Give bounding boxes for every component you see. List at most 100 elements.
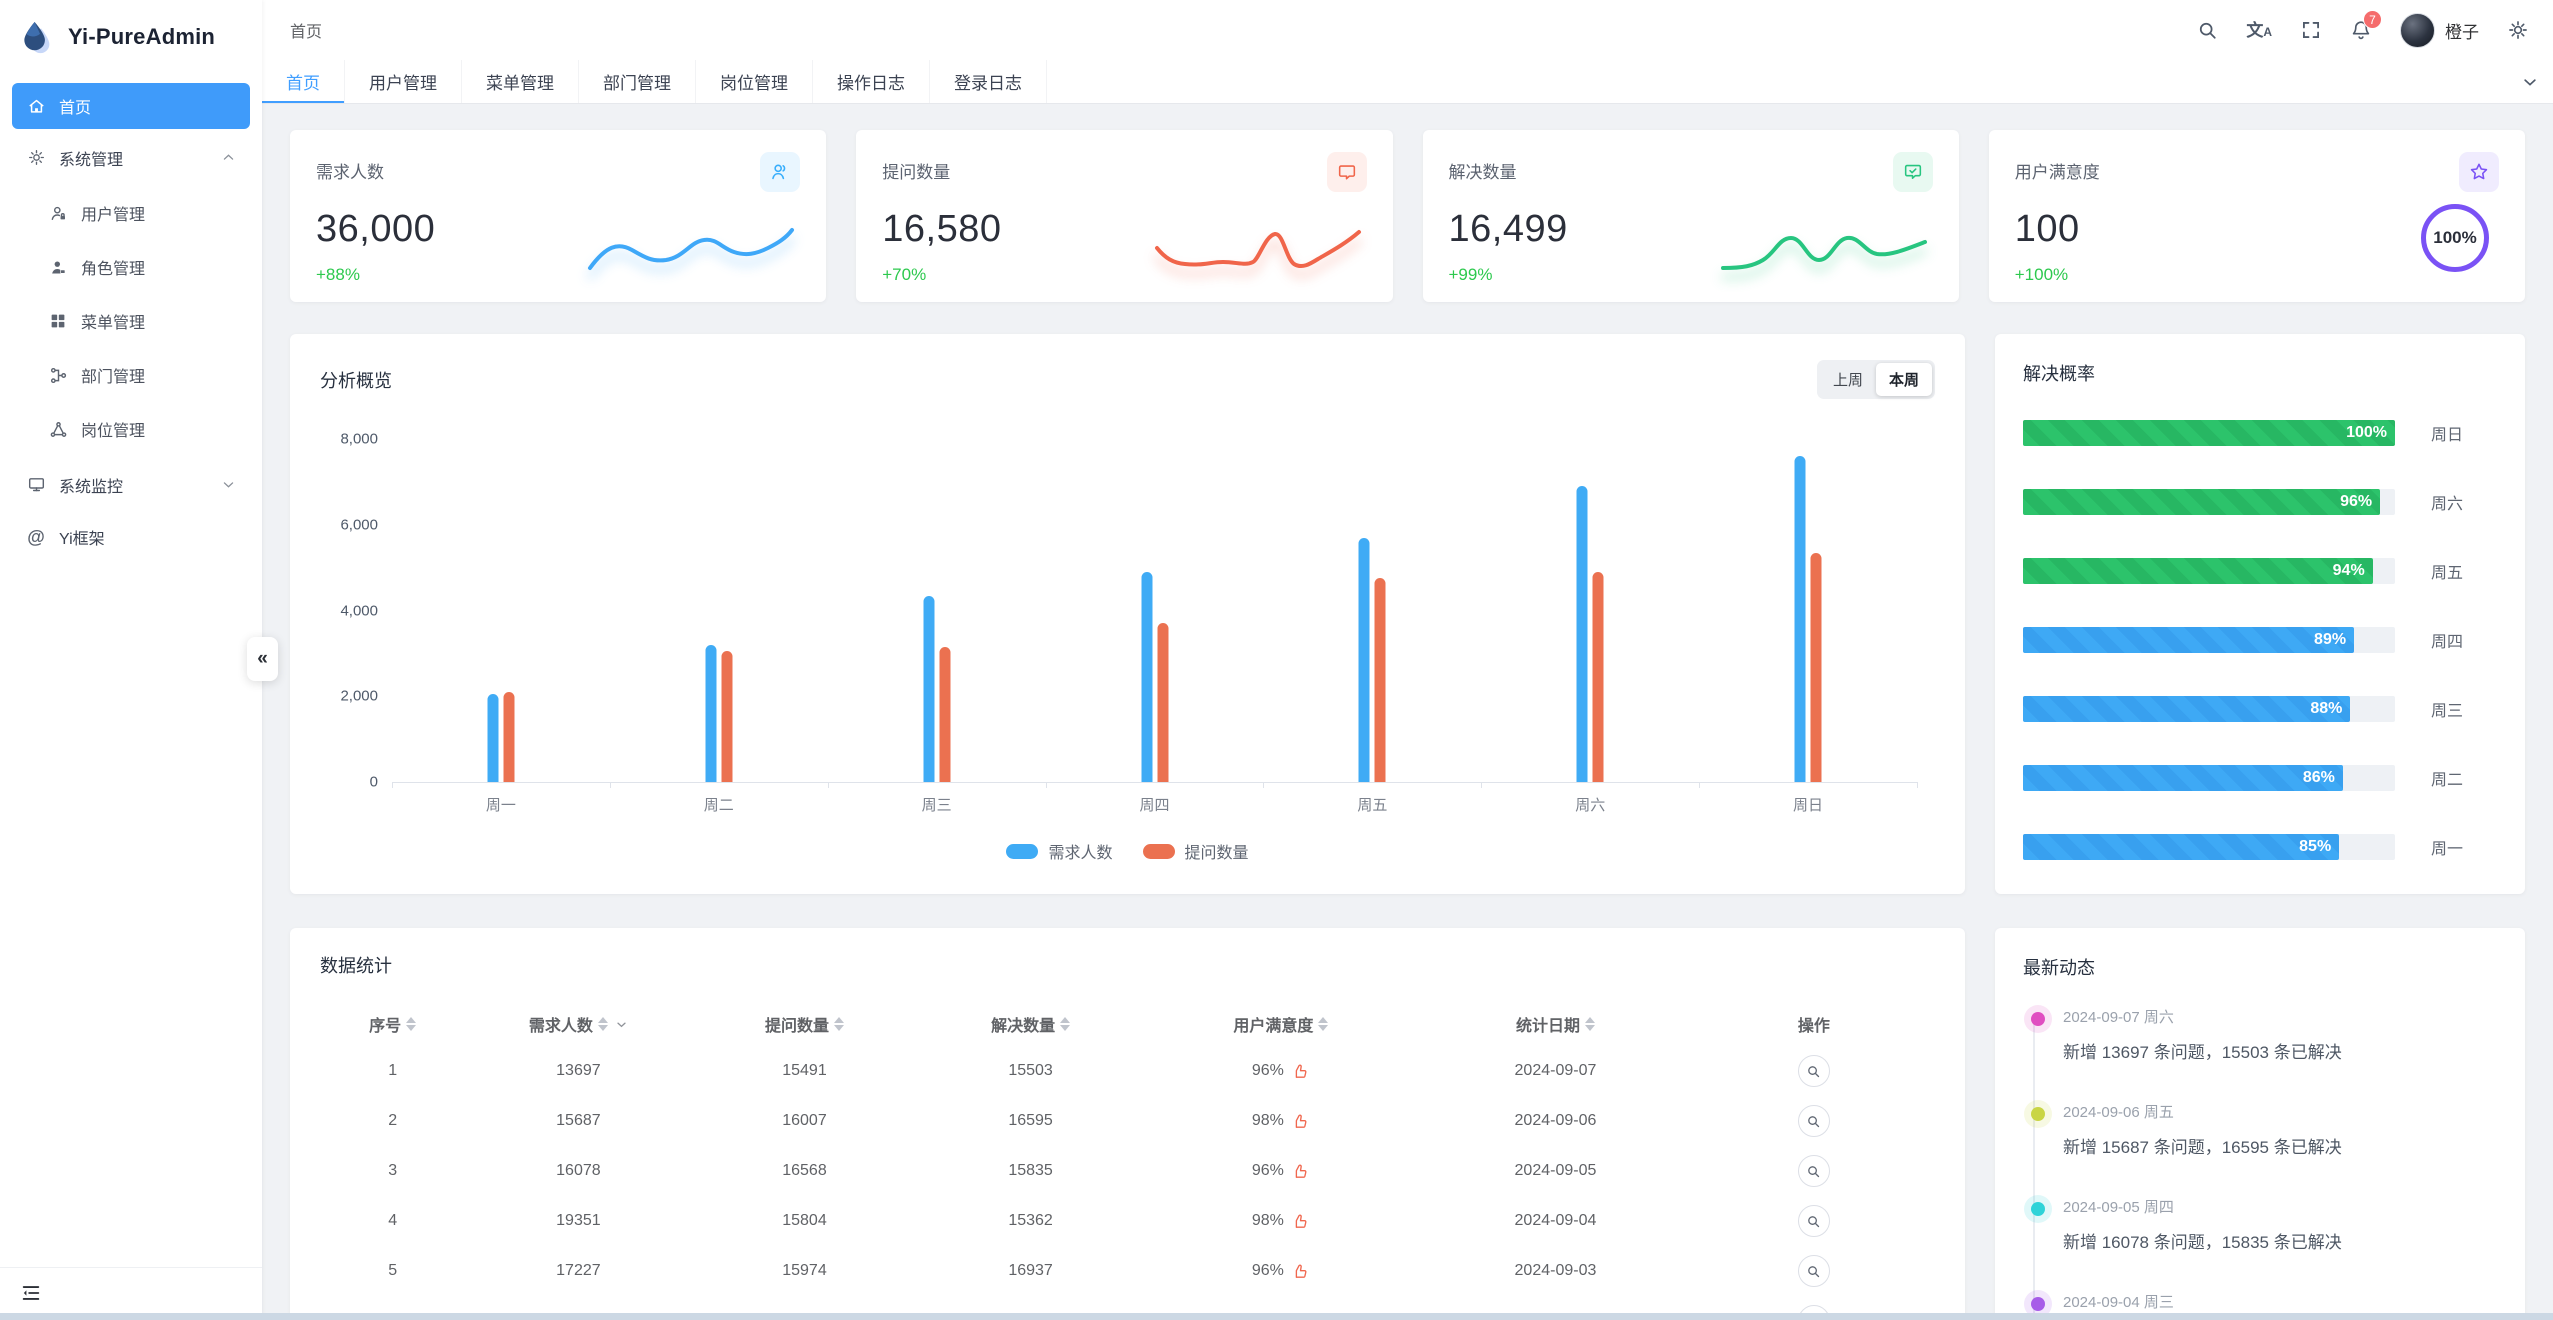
statistics-table: 序号 需求人数 提问数量 解决数量 用户满意度 统计日期 操作 1 13697 15491 155… [320, 1002, 1935, 1320]
x-axis-tick [1481, 782, 1483, 788]
sidebar-subitem-部门管理[interactable]: 部门管理 [0, 348, 262, 402]
bar-提问数量-周六[interactable] [1592, 571, 1604, 782]
sort-caret-icon[interactable] [1584, 1017, 1595, 1031]
bar-提问数量-周日[interactable] [1810, 552, 1822, 782]
sidebar-subitem-角色管理[interactable]: 角色管理 [0, 240, 262, 294]
fullscreen-icon[interactable] [2300, 19, 2322, 41]
sort-caret-icon[interactable] [597, 1017, 608, 1031]
filter-chevron-down-icon[interactable] [615, 1018, 628, 1031]
cell-solved: 15503 [1008, 1062, 1053, 1079]
tab-操作日志[interactable]: 操作日志 [813, 60, 930, 103]
tab-岗位管理[interactable]: 岗位管理 [696, 60, 813, 103]
range-button-上周[interactable]: 上周 [1832, 372, 1863, 389]
message-check-icon [1892, 152, 1933, 192]
topbar: 首页 文A 7 橙子 [262, 0, 2553, 60]
translate-icon[interactable]: 文A [2246, 20, 2272, 40]
stat-card-value: 100 [2014, 208, 2080, 250]
legend-item-提问数量[interactable]: 提问数量 [1142, 839, 1249, 863]
column-header-序号[interactable]: 序号 [320, 1012, 465, 1036]
search-icon[interactable] [2196, 19, 2218, 41]
column-header-用户满意度[interactable]: 用户满意度 [1144, 1012, 1419, 1036]
bar-需求人数-周一[interactable] [487, 694, 499, 782]
sort-caret-icon[interactable] [1318, 1017, 1329, 1031]
cell-questions: 15804 [782, 1212, 827, 1229]
bar-需求人数-周五[interactable] [1358, 537, 1370, 782]
tab-用户管理[interactable]: 用户管理 [345, 60, 462, 103]
progress-percent-label: 100% [2346, 424, 2387, 441]
chevron-up-icon [221, 150, 236, 165]
home-icon [26, 96, 46, 116]
user-menu[interactable]: 橙子 [2400, 12, 2479, 48]
water-drop-icon [18, 18, 56, 56]
view-detail-button[interactable] [1797, 1155, 1830, 1187]
column-header-统计日期[interactable]: 统计日期 [1418, 1012, 1693, 1036]
sidebar-item-首页[interactable]: 首页 [12, 83, 250, 129]
stat-card-title: 解决数量 [1448, 163, 1517, 182]
bar-提问数量-周三[interactable] [939, 646, 951, 782]
tab-菜单管理[interactable]: 菜单管理 [462, 60, 579, 103]
view-detail-button[interactable] [1797, 1205, 1830, 1237]
tab-首页[interactable]: 首页 [262, 60, 345, 103]
sidebar-subitem-label: 部门管理 [81, 369, 146, 386]
view-detail-button[interactable] [1797, 1105, 1830, 1137]
column-header-label: 解决数量 [991, 1018, 1056, 1035]
notifications-button[interactable]: 7 [2350, 10, 2382, 41]
middle-row: 分析概览 上周 本周 8,000 6,000 4,000 2,000 0 周一 周二 周三 周四周… [290, 334, 2525, 894]
tab-label: 岗位管理 [720, 74, 788, 93]
sidebar-collapse-handle[interactable]: « [247, 637, 278, 681]
column-header-操作[interactable]: 操作 [1693, 1012, 1935, 1036]
sort-caret-icon[interactable] [1060, 1017, 1071, 1031]
solve-rate-row-周一: 85% 周一 [2023, 834, 2497, 860]
sort-caret-icon[interactable] [833, 1017, 844, 1031]
stat-card-需求人数: 需求人数 36,000 +88% [290, 130, 827, 302]
tab-bar: 首页 用户管理 菜单管理 部门管理 岗位管理 操作日志 登录日志 [262, 60, 2553, 104]
column-header-解决数量[interactable]: 解决数量 [918, 1012, 1144, 1036]
sort-caret-icon[interactable] [406, 1017, 417, 1031]
sidebar-subitem-菜单管理[interactable]: 菜单管理 [0, 294, 262, 348]
bar-需求人数-周三[interactable] [923, 595, 935, 782]
tabs-chevron-down-icon[interactable] [2521, 73, 2539, 91]
tab-登录日志[interactable]: 登录日志 [930, 60, 1047, 103]
timeline-dot [2031, 1202, 2045, 1216]
legend-item-需求人数[interactable]: 需求人数 [1006, 839, 1113, 863]
progress-fill: 86% [2023, 765, 2343, 791]
bar-提问数量-周四[interactable] [1157, 623, 1168, 782]
bar-需求人数-周二[interactable] [705, 644, 717, 782]
sidebar-subitem-岗位管理[interactable]: 岗位管理 [0, 402, 262, 456]
column-header-提问数量[interactable]: 提问数量 [691, 1012, 917, 1036]
bar-提问数量-周五[interactable] [1374, 578, 1386, 782]
department-tree-icon [48, 365, 68, 385]
bar-group-周四 [1141, 439, 1168, 782]
logo[interactable]: Yi-PureAdmin [0, 0, 262, 74]
sidebar-item-系统管理[interactable]: 系统管理 [12, 134, 250, 181]
satisfaction-value: 96% [1251, 1262, 1284, 1279]
tab-部门管理[interactable]: 部门管理 [579, 60, 696, 103]
view-detail-button[interactable] [1797, 1255, 1830, 1287]
sidebar-item-Yi框架[interactable]: @ Yi框架 [12, 513, 250, 560]
bar-需求人数-周四[interactable] [1141, 571, 1152, 782]
view-detail-button[interactable] [1797, 1055, 1830, 1087]
sidebar-item-系统监控[interactable]: 系统监控 [12, 461, 250, 508]
bar-提问数量-周二[interactable] [721, 651, 733, 782]
progress-track: 100% [2023, 420, 2395, 446]
bar-需求人数-周日[interactable] [1794, 456, 1806, 782]
column-header-label: 提问数量 [764, 1018, 829, 1035]
settings-gear-icon[interactable] [2507, 19, 2529, 41]
bar-需求人数-周六[interactable] [1576, 486, 1588, 782]
cell-seq: 4 [388, 1212, 398, 1229]
legend-swatch [1142, 843, 1175, 859]
sidebar-item-label: Yi框架 [59, 530, 105, 548]
progress-fill: 89% [2023, 627, 2355, 653]
collapse-sidebar-icon[interactable] [20, 1282, 262, 1304]
sidebar-subitem-用户管理[interactable]: 用户管理 [0, 186, 262, 240]
table-row: 4 19351 15804 15362 98% 2024-09-04 [320, 1196, 1935, 1246]
cell-demand: 16078 [556, 1162, 601, 1179]
solve-rate-title: 解决概率 [2023, 364, 2095, 384]
column-header-需求人数[interactable]: 需求人数 [465, 1012, 691, 1036]
timeline-title: 最新动态 [2023, 958, 2095, 978]
cell-satisfaction: 98% [1144, 1112, 1419, 1131]
range-button-本周[interactable]: 本周 [1875, 363, 1932, 396]
bar-提问数量-周一[interactable] [503, 691, 515, 782]
cell-solved: 15835 [1008, 1162, 1053, 1179]
horizontal-scrollbar[interactable] [0, 1313, 2553, 1320]
